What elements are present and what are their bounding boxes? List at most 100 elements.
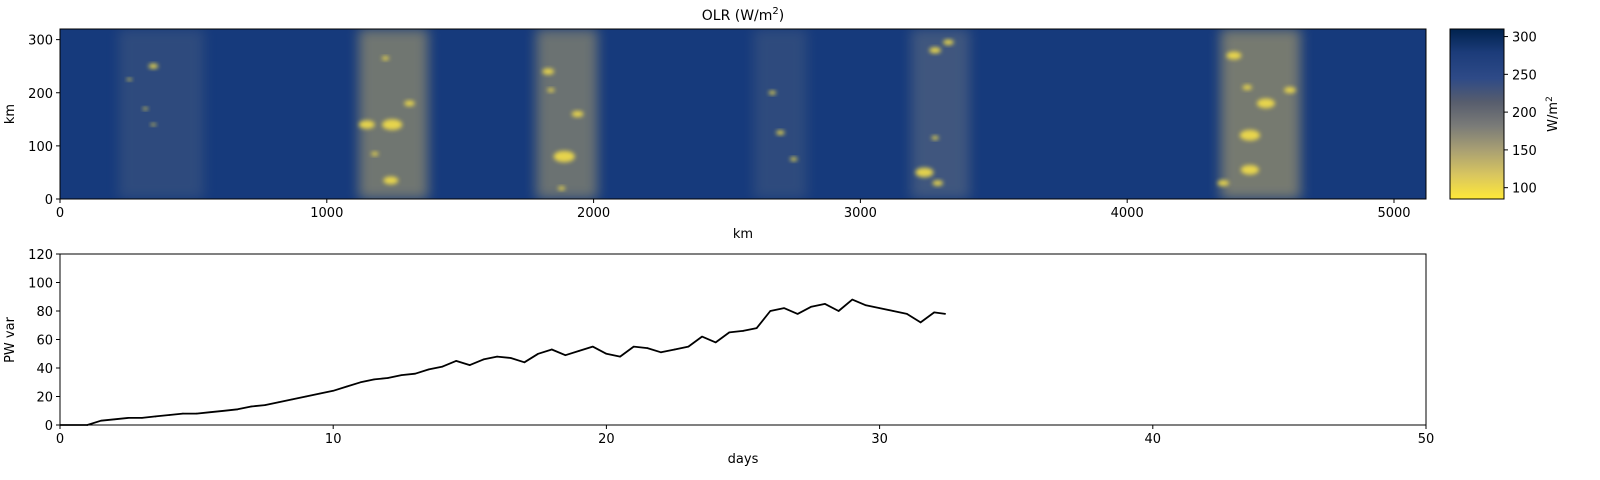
convective-cell	[126, 78, 133, 81]
colorbar: 100 150 200 250 300 W/m2	[1449, 28, 1561, 200]
pw-var-point	[906, 313, 908, 315]
pw-var-point	[701, 335, 703, 338]
pw-var-point	[944, 313, 946, 315]
colorbar-label: W/m2	[1545, 96, 1561, 132]
colorbar-tick-label: 300	[1512, 31, 1537, 46]
convective-cell	[381, 56, 390, 61]
pw-var-point	[509, 357, 512, 359]
heatmap-y-ticks: 0 100 200 300	[28, 34, 60, 208]
heatmap-y-tick-label: 0	[45, 193, 53, 208]
heatmap-x-tick-label: 2000	[577, 206, 610, 221]
pw-var-point	[550, 348, 553, 351]
pw-var-point	[523, 361, 526, 364]
pw-var-point	[783, 307, 785, 309]
pw-var-point	[387, 377, 389, 379]
heatmap-y-label: km	[3, 104, 18, 124]
pw-var-point	[578, 350, 580, 352]
line-y-tick-label: 20	[36, 391, 53, 406]
line-x-tick-label: 10	[325, 432, 342, 447]
pw-var-point	[673, 348, 676, 351]
heatmap-x-tick-label: 4000	[1111, 206, 1144, 221]
line-y-ticks: 0 20 40 60 80 100 120	[28, 248, 60, 434]
convective-cell	[542, 68, 555, 75]
colorbar-tick-label: 100	[1512, 182, 1537, 197]
colorbar-ticks: 100 150 200 250 300	[1504, 31, 1537, 197]
pw-var-point	[209, 411, 212, 413]
pw-var-point	[400, 374, 403, 376]
pw-var-point	[113, 418, 116, 421]
pw-var-point	[264, 404, 266, 406]
convective-cell	[932, 180, 944, 186]
pw-var-point	[100, 419, 102, 422]
pw-var-point	[933, 311, 936, 314]
pw-var-point	[441, 365, 444, 368]
pw-var-point	[865, 304, 867, 307]
heatmap-bands	[118, 29, 1301, 199]
pw-var-point	[469, 364, 471, 366]
convective-cell	[404, 100, 415, 107]
pw-var-point	[127, 417, 130, 419]
convective-cell	[1217, 179, 1230, 187]
pw-var-point	[332, 390, 335, 392]
convective-cell	[768, 90, 777, 95]
pw-var-point	[455, 360, 457, 362]
convective-band	[753, 29, 808, 199]
pw-var-point	[414, 372, 416, 375]
pw-var-point	[714, 341, 717, 344]
convective-cell	[382, 119, 403, 131]
pw-var-point	[878, 307, 881, 309]
pw-var-point	[373, 378, 375, 381]
heatmap-x-tick-label: 0	[56, 206, 64, 221]
line-y-label: PW var	[3, 316, 18, 362]
convective-cell	[1242, 84, 1253, 90]
heatmap-y-tick-label: 300	[28, 34, 53, 49]
pw-var-point	[892, 310, 895, 312]
pw-var-point	[728, 331, 731, 334]
heatmap-title: OLR (W/m2)	[702, 6, 785, 24]
colorbar-fill	[1449, 28, 1505, 200]
line-y-tick-label: 40	[36, 362, 53, 377]
pw-var-point	[687, 345, 690, 348]
convective-cell	[358, 120, 375, 129]
pw-var-point	[154, 415, 157, 418]
pw-var-point	[810, 305, 813, 308]
convective-band	[536, 29, 598, 199]
pw-var-point	[86, 424, 89, 426]
convective-cell	[150, 123, 157, 127]
convective-cell	[371, 151, 379, 156]
convective-cell	[142, 107, 149, 111]
line-y-tick-label: 80	[36, 305, 53, 320]
convective-cell	[557, 186, 566, 191]
convective-cell	[931, 135, 939, 140]
line-y-tick-label: 0	[45, 419, 53, 434]
heatmap-title-suffix: )	[779, 8, 784, 24]
pw-var-point	[318, 392, 321, 395]
heatmap-y-tick-label: 200	[28, 87, 53, 102]
pw-var-point	[564, 354, 567, 356]
pw-var-point	[742, 330, 744, 332]
colorbar-label-sup: 2	[1545, 96, 1555, 102]
pw-var-point	[359, 381, 362, 384]
colorbar-label-main: W/m	[1546, 102, 1561, 132]
heatmap-x-tick-label: 1000	[310, 206, 343, 221]
pw-var-point	[496, 355, 498, 358]
pw-var-point	[236, 408, 239, 411]
convective-cell	[789, 157, 798, 162]
pw-var-point	[919, 321, 922, 324]
pw-var-point	[195, 412, 198, 415]
convective-cell	[1256, 98, 1275, 109]
convective-cell	[929, 47, 941, 54]
pw-var-point	[277, 401, 280, 404]
pw-var-point	[619, 355, 621, 358]
pw-var-point	[851, 298, 854, 301]
pw-var-point	[605, 352, 608, 355]
line-x-tick-label: 40	[1145, 432, 1162, 447]
pw-var-point	[824, 303, 826, 305]
pw-var-point	[769, 310, 772, 312]
pw-var-point	[591, 345, 594, 348]
pw-var-point	[646, 347, 649, 349]
convective-band	[358, 29, 429, 199]
pw-var-point	[182, 412, 184, 415]
pw-var-point	[428, 368, 430, 371]
